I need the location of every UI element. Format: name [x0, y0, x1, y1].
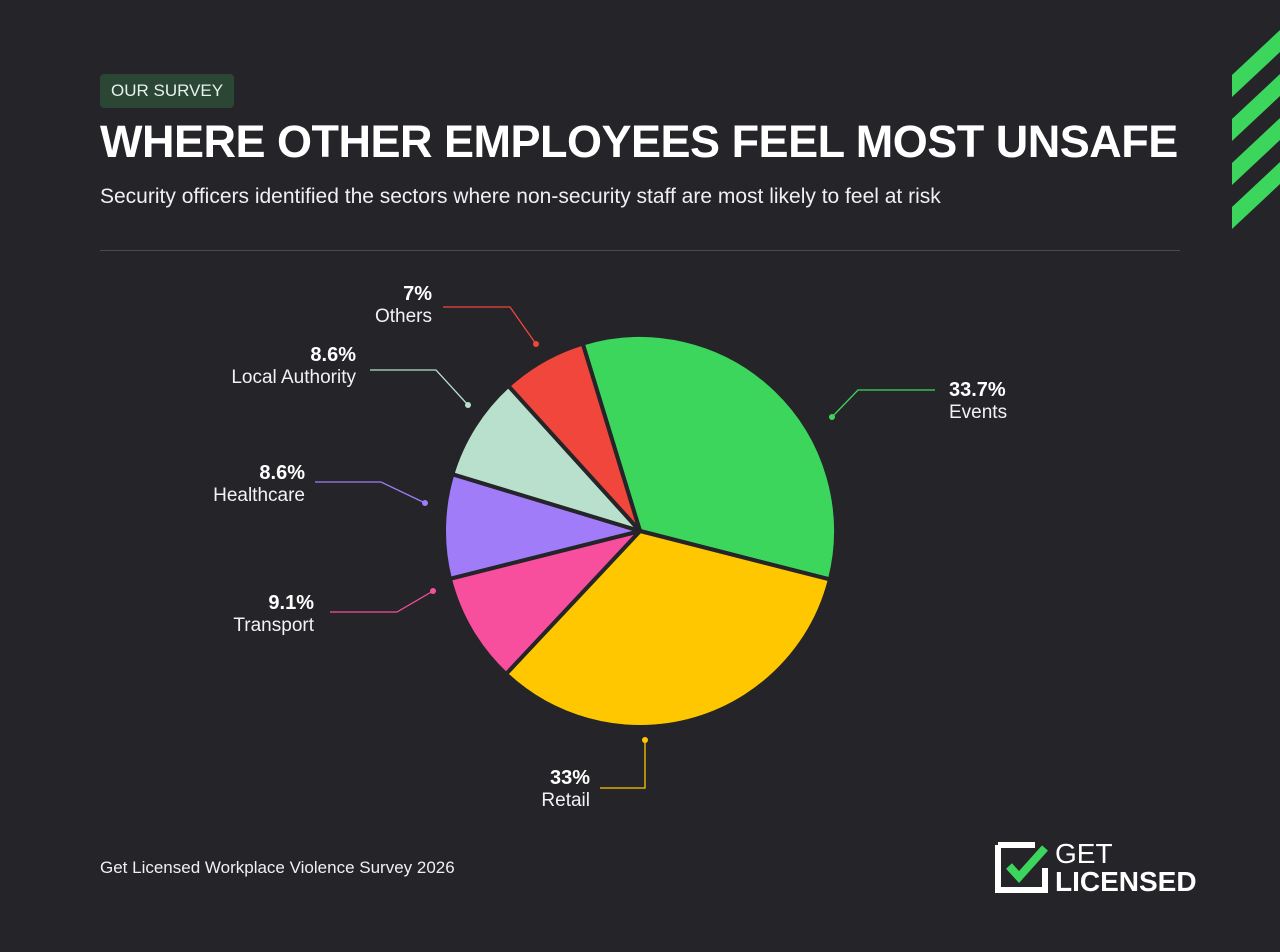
slice-events [580, 333, 838, 582]
name-healthcare: Healthcare [213, 485, 305, 506]
dot-transport [430, 588, 436, 594]
logo-text-licensed: LICENSED [1055, 866, 1197, 897]
dot-healthcare [422, 500, 428, 506]
name-others: Others [374, 306, 432, 327]
value-transport: 9.1% [268, 592, 314, 614]
label-events: 33.7% Events [949, 378, 1007, 425]
label-retail: 33% Retail [541, 766, 590, 813]
leader-local-authority [370, 369, 469, 406]
value-events: 33.7% [949, 379, 1006, 401]
decorative-stripes-icon [1232, 30, 1280, 229]
slice-others [506, 341, 642, 533]
page-title: WHERE OTHER EMPLOYEES FEEL MOST UNSAFE [100, 116, 1178, 167]
slice-transport [447, 529, 642, 677]
checkbox-check-icon [995, 842, 1048, 893]
leader-healthcare [315, 481, 426, 504]
leader-others [443, 306, 537, 345]
label-others: 7% Others [375, 282, 432, 329]
value-local-authority: 8.6% [310, 344, 356, 366]
divider [100, 250, 1180, 251]
source-note: Get Licensed Workplace Violence Survey 2… [100, 858, 455, 877]
page-subtitle: Security officers identified the sectors… [100, 185, 941, 208]
leader-lines [315, 306, 935, 789]
value-healthcare: 8.6% [259, 462, 305, 484]
name-events: Events [949, 402, 1008, 423]
section-badge: OUR SURVEY [100, 74, 235, 108]
dot-events [829, 414, 835, 420]
name-retail: Retail [541, 790, 590, 811]
leader-events [831, 389, 935, 418]
name-local-authority: Local Authority [231, 367, 356, 388]
logo-text-get: GET [1055, 838, 1113, 869]
value-retail: 33% [549, 767, 590, 789]
leader-retail [600, 740, 646, 789]
leader-transport [330, 590, 434, 613]
name-transport: Transport [233, 615, 314, 636]
leader-dots [422, 341, 835, 743]
dot-others [533, 341, 539, 347]
value-others: 7% [403, 283, 432, 305]
dot-local-authority [465, 402, 471, 408]
slice-retail [504, 529, 832, 729]
label-transport: 9.1% Transport [233, 591, 314, 638]
slice-local-authority [450, 383, 642, 533]
slice-healthcare [442, 472, 642, 581]
label-healthcare: 8.6% Healthcare [213, 461, 305, 508]
label-local-authority: 8.6% Local Authority [231, 343, 356, 390]
dot-retail [642, 737, 648, 743]
